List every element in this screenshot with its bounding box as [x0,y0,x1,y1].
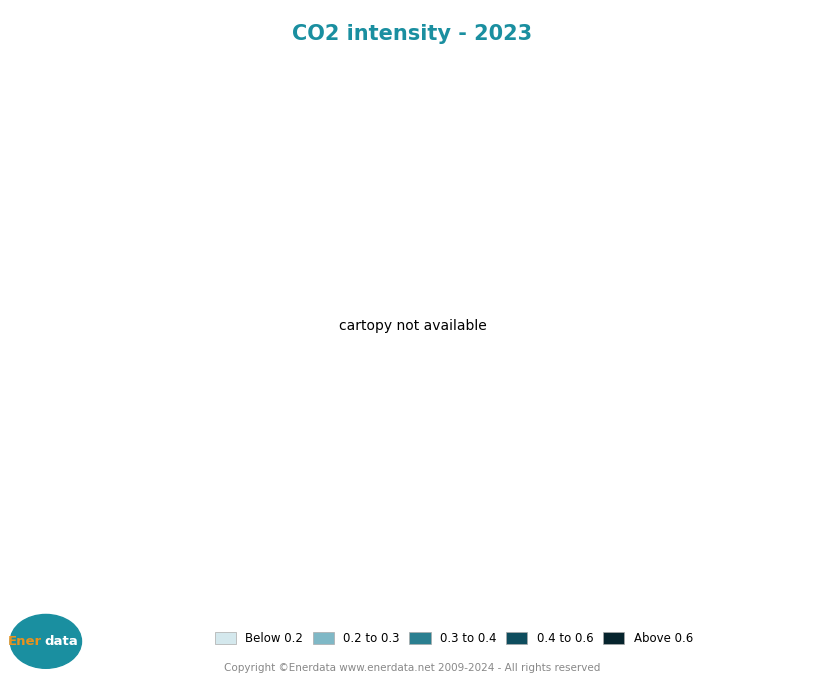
Text: data: data [44,635,78,648]
Text: CO2 intensity - 2023: CO2 intensity - 2023 [292,24,533,44]
Text: Copyright ©Enerdata www.enerdata.net 2009-2024 - All rights reserved: Copyright ©Enerdata www.enerdata.net 200… [224,663,601,673]
Ellipse shape [10,615,82,668]
Text: cartopy not available: cartopy not available [338,320,487,333]
Text: Ener: Ener [7,635,42,648]
Legend: Below 0.2, 0.2 to 0.3, 0.3 to 0.4, 0.4 to 0.6, Above 0.6: Below 0.2, 0.2 to 0.3, 0.3 to 0.4, 0.4 t… [214,632,693,645]
